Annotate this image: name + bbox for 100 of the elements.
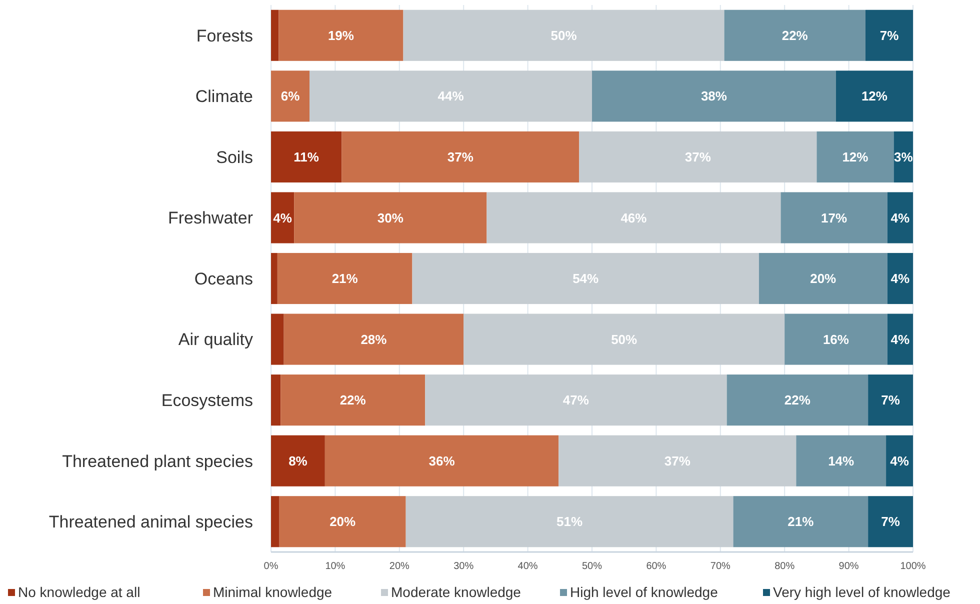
- bar: [280, 374, 426, 426]
- bar: [758, 252, 888, 304]
- x-tick-label: 10%: [325, 561, 346, 572]
- bar: [277, 252, 412, 304]
- data-label: 37%: [664, 453, 691, 468]
- bar: [294, 192, 487, 244]
- x-tick-label: 40%: [518, 561, 538, 572]
- data-label: 37%: [447, 149, 474, 164]
- x-tick-label: 30%: [454, 561, 474, 572]
- x-tick-label: 20%: [389, 561, 410, 572]
- data-label: 12%: [842, 149, 869, 164]
- data-label: 54%: [572, 271, 600, 286]
- data-label: 4%: [890, 210, 910, 226]
- x-tick-label: 60%: [646, 561, 666, 572]
- data-label: 4%: [273, 210, 292, 226]
- bar: [412, 252, 759, 304]
- x-tick-label: 70%: [710, 561, 731, 572]
- data-label: 22%: [340, 392, 366, 408]
- data-label: 8%: [288, 453, 308, 468]
- bar: [279, 496, 406, 548]
- data-label: 38%: [700, 88, 728, 104]
- bar: [592, 70, 836, 122]
- legend-label: No knowledge at all: [18, 584, 140, 600]
- bar: [271, 192, 294, 244]
- data-label: 7%: [881, 514, 900, 530]
- y-tick-label: Climate: [195, 87, 253, 106]
- data-label: 28%: [360, 332, 388, 347]
- y-tick-label: Ecosystems: [161, 391, 253, 410]
- data-label: 17%: [821, 210, 848, 226]
- bar: [271, 131, 342, 182]
- data-label: 22%: [784, 392, 811, 408]
- bar: [271, 70, 310, 122]
- bar: [724, 10, 866, 61]
- data-label: 16%: [822, 332, 850, 347]
- legend-label: Moderate knowledge: [391, 584, 522, 600]
- data-label: 6%: [280, 88, 300, 104]
- data-label: 4%: [890, 453, 910, 468]
- legend-label: Very high level of knowledge: [773, 584, 951, 600]
- bar: [486, 192, 781, 244]
- y-tick-label: Air quality: [178, 330, 254, 350]
- data-label: 30%: [377, 210, 404, 226]
- bar: [271, 252, 278, 304]
- data-label: 20%: [330, 514, 356, 530]
- legend-label: Minimal knowledge: [213, 584, 332, 600]
- bar: [271, 314, 284, 365]
- bar: [284, 314, 464, 365]
- data-label: 46%: [620, 210, 648, 226]
- bar: [836, 70, 913, 122]
- x-tick-label: 50%: [582, 561, 602, 572]
- bar: [579, 131, 817, 182]
- x-tick-label: 80%: [774, 561, 795, 572]
- data-label: 22%: [782, 28, 808, 43]
- bar: [310, 70, 592, 122]
- bar: [464, 314, 785, 365]
- bar: [324, 435, 559, 486]
- data-label: 47%: [562, 392, 590, 408]
- bar: [558, 435, 796, 486]
- y-tick-label: Soils: [216, 148, 253, 167]
- data-label: 50%: [550, 28, 578, 43]
- data-label: 7%: [880, 28, 900, 43]
- data-label: 36%: [428, 453, 456, 468]
- data-label: 11%: [294, 149, 320, 164]
- data-label: 14%: [828, 453, 855, 468]
- bar: [726, 374, 868, 426]
- data-label: 19%: [328, 28, 354, 43]
- x-tick-label: 0%: [264, 561, 278, 572]
- y-tick-label: Forests: [196, 26, 253, 46]
- data-label: 4%: [890, 332, 910, 347]
- x-tick-label: 100%: [900, 561, 926, 572]
- bar: [780, 192, 888, 244]
- y-tick-label: Oceans: [194, 269, 253, 288]
- bar: [278, 10, 404, 61]
- x-tick-label: 90%: [838, 561, 859, 572]
- bar: [342, 131, 580, 182]
- bar: [887, 314, 913, 365]
- bar: [894, 131, 913, 182]
- data-label: 12%: [861, 88, 888, 104]
- bar: [865, 10, 913, 61]
- y-tick-label: Threatened animal species: [48, 512, 253, 532]
- bar: [887, 252, 913, 304]
- data-label: 37%: [684, 149, 712, 164]
- data-label: 21%: [788, 514, 814, 530]
- bar: [796, 435, 886, 486]
- bar: [403, 10, 724, 61]
- bar: [886, 435, 913, 486]
- bar: [887, 192, 913, 244]
- bar: [868, 374, 913, 426]
- bar: [733, 496, 868, 548]
- data-label: 4%: [890, 271, 910, 286]
- bar: [784, 314, 888, 365]
- bar: [406, 496, 734, 548]
- bar: [271, 496, 280, 548]
- bar: [816, 131, 894, 182]
- data-label: 21%: [332, 271, 358, 286]
- bar: [271, 435, 325, 486]
- bar: [868, 496, 913, 548]
- legend-label: High level of knowledge: [570, 584, 718, 600]
- data-label: 20%: [810, 271, 837, 286]
- y-tick-label: Freshwater: [168, 208, 254, 228]
- bar: [271, 10, 279, 61]
